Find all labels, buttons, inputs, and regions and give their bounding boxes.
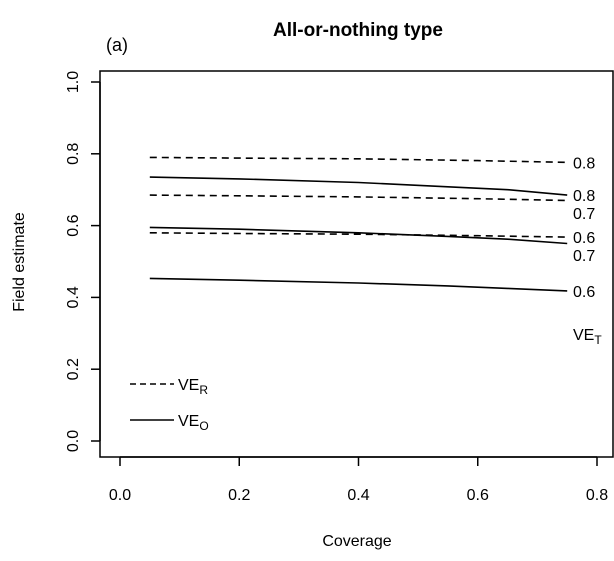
series-line-ve-o-06: [149, 277, 568, 292]
legend: VER VEO: [130, 377, 209, 433]
series-line-ve-r-08: [149, 156, 568, 164]
series-end-label: 0.8: [573, 155, 595, 172]
x-tick-label: 0.6: [467, 487, 489, 504]
ve-t-label: VET: [573, 327, 602, 347]
y-tick-label: 0.2: [65, 358, 82, 380]
x-axis: 0.0 0.2 0.4 0.6 0.8: [109, 456, 608, 504]
series-end-label: 0.6: [573, 284, 595, 301]
x-axis-label: Coverage: [322, 533, 391, 550]
legend-label-ve-r: VER: [178, 377, 208, 397]
y-tick-label: 0.6: [65, 214, 82, 236]
x-tick-label: 0.4: [347, 487, 369, 504]
chart-title: All-or-nothing type: [273, 20, 443, 41]
y-tick-label: 0.4: [65, 286, 82, 308]
x-tick-label: 0.0: [109, 487, 131, 504]
plot-frame: [99, 70, 614, 458]
series-end-label: 0.8: [573, 188, 595, 205]
panel-label: (a): [106, 35, 128, 55]
series-line-ve-r-06: [149, 232, 568, 238]
legend-label-ve-o: VEO: [178, 413, 209, 433]
series-line-ve-o-07: [149, 226, 568, 245]
series-end-label: 0.6: [573, 230, 595, 247]
y-tick-label: 0.8: [65, 143, 82, 165]
y-tick-label: 1.0: [65, 71, 82, 93]
series-layer: 0.80.80.70.60.70.6: [149, 155, 595, 301]
series-end-label: 0.7: [573, 248, 595, 265]
x-tick-label: 0.2: [228, 487, 250, 504]
y-tick-label: 0.0: [65, 430, 82, 452]
series-line-ve-r-07: [149, 194, 568, 202]
x-tick-label: 0.8: [586, 487, 608, 504]
y-axis-label: Field estimate: [11, 212, 28, 312]
series-end-label: 0.7: [573, 206, 595, 223]
series-line-ve-o-08: [149, 176, 568, 196]
y-axis: 0.0 0.2 0.4 0.6 0.8 1.0: [65, 71, 101, 452]
